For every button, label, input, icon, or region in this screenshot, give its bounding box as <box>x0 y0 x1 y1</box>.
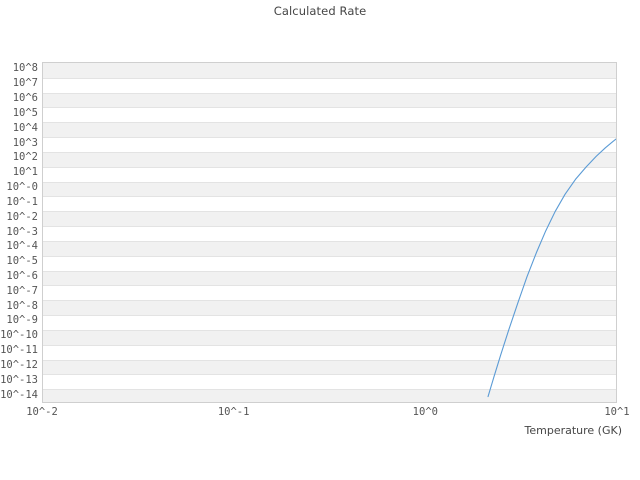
grid-line <box>43 315 616 317</box>
grid-band <box>43 285 616 301</box>
grid-band <box>43 137 616 152</box>
grid-line <box>43 166 616 168</box>
grid-line <box>43 137 616 139</box>
y-axis-tick-label: 10^-3 <box>6 225 38 238</box>
y-axis-tick-label: 10^-0 <box>6 181 38 194</box>
grid-band <box>43 300 616 316</box>
y-axis-tick-label: 10^6 <box>12 92 38 105</box>
grid-line <box>43 196 616 198</box>
grid-line <box>43 226 616 228</box>
grid-band <box>43 166 616 182</box>
y-axis-tick-label: 10^-1 <box>6 195 38 208</box>
plot-area <box>42 62 617 403</box>
grid-band <box>43 389 616 402</box>
grid-band <box>43 196 616 212</box>
rate-curve-line <box>487 138 616 398</box>
grid-line <box>43 374 616 376</box>
grid-band <box>43 63 616 78</box>
y-axis-tick-label: 10^8 <box>12 62 38 75</box>
grid-line <box>43 300 616 302</box>
grid-band <box>43 211 616 227</box>
grid-band <box>43 151 616 167</box>
grid-line <box>43 344 616 346</box>
grid-band <box>43 329 616 345</box>
x-axis-label: Temperature (GK) <box>524 424 623 437</box>
grid-line <box>43 107 616 109</box>
grid-band <box>43 255 616 271</box>
x-axis-tick-label: 10^-1 <box>217 406 250 418</box>
y-axis-tick-label: 10^-2 <box>6 210 38 223</box>
x-axis-tick-label: 10^0 <box>412 406 438 418</box>
grid-band <box>43 122 616 138</box>
y-axis-tick-label: 10^-4 <box>6 240 38 253</box>
y-axis-tick-label: 10^7 <box>12 77 38 90</box>
y-axis-tick-label: 10^5 <box>12 106 38 119</box>
x-axis-tick-label: 10^-2 <box>26 406 58 418</box>
grid-line <box>43 92 616 94</box>
grid-line <box>43 151 616 153</box>
grid-band <box>43 315 616 330</box>
grid-line <box>43 285 616 287</box>
grid-line <box>43 181 616 183</box>
y-axis-tick-label: 10^-7 <box>6 284 38 297</box>
y-axis-tick-label: 10^-14 <box>0 388 38 401</box>
x-axis-tick-label: 10^1 <box>604 406 630 418</box>
y-axis-tick-label: 10^1 <box>12 166 38 179</box>
y-axis-tick-label: 10^-13 <box>0 373 38 386</box>
y-axis-tick-label: 10^-12 <box>0 358 38 371</box>
chart-title: Calculated Rate <box>273 4 367 18</box>
grid-band <box>43 344 616 360</box>
grid-line <box>43 240 616 242</box>
y-axis-tick-label: 10^-6 <box>6 269 38 282</box>
grid-band <box>43 92 616 108</box>
grid-line <box>43 77 616 79</box>
grid-band <box>43 240 616 256</box>
grid-band <box>43 270 616 286</box>
y-axis-tick-label: 10^-9 <box>6 314 38 327</box>
y-axis-tick-label: 10^4 <box>12 121 38 134</box>
grid-band <box>43 374 616 390</box>
grid-band <box>43 77 616 93</box>
grid-line <box>43 329 616 331</box>
grid-band <box>43 359 616 375</box>
y-axis-tick-label: 10^2 <box>12 151 38 164</box>
y-axis-tick-label: 10^3 <box>12 136 38 149</box>
rate-curve <box>487 138 616 398</box>
grid-line <box>43 255 616 257</box>
grid-band <box>43 226 616 241</box>
grid-line <box>43 122 616 124</box>
y-axis-tick-label: 10^-11 <box>0 344 38 357</box>
grid-band <box>43 181 616 197</box>
grid-line <box>43 270 616 272</box>
y-axis-tick-label: 10^-10 <box>0 329 38 342</box>
y-axis-tick-label: 10^-8 <box>6 299 38 312</box>
grid-band <box>43 107 616 123</box>
grid-line <box>43 359 616 361</box>
grid-line <box>43 211 616 213</box>
y-axis-tick-label: 10^-5 <box>6 255 38 268</box>
grid-line <box>43 389 616 391</box>
